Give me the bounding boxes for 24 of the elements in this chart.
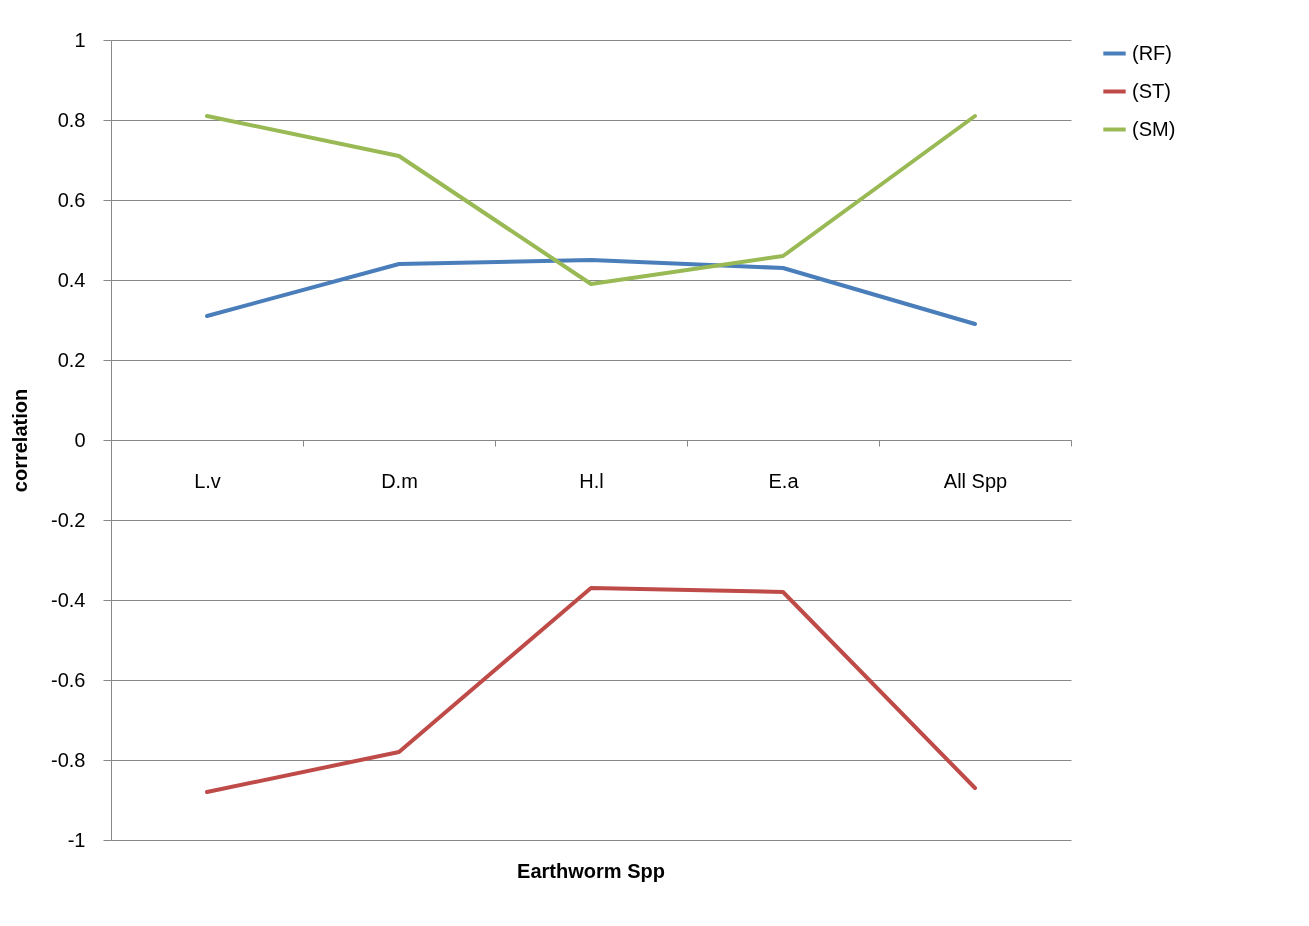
x-tick-label: L.v xyxy=(194,469,221,492)
x-tick-label: D.m xyxy=(381,469,418,492)
x-tick-label: All Spp xyxy=(943,469,1008,492)
legend-label: (RF) xyxy=(1132,41,1172,64)
y-tick-label: 0.2 xyxy=(57,348,86,371)
line-series xyxy=(205,114,977,286)
y-tick-label: 1 xyxy=(74,28,86,51)
y-tick-label: 0.8 xyxy=(57,108,86,131)
y-tick-label: 0 xyxy=(74,428,86,451)
y-tick-label: -1 xyxy=(67,828,86,851)
line-series xyxy=(205,586,977,794)
y-tick-label: -0.2 xyxy=(51,508,86,531)
x-axis-title: Earthworm Spp xyxy=(517,860,665,882)
y-tick-label: -0.4 xyxy=(51,588,86,611)
x-tick-label: H.l xyxy=(579,469,604,492)
y-axis-title: correlation xyxy=(9,388,32,493)
y-tick-label: -0.8 xyxy=(51,748,86,771)
y-tick-label: -0.6 xyxy=(51,668,86,691)
legend-label: (ST) xyxy=(1132,79,1171,102)
line-series xyxy=(205,258,977,326)
y-tick-label: 0.4 xyxy=(57,268,86,291)
y-tick-label: 0.6 xyxy=(57,188,86,211)
legend-label: (SM) xyxy=(1132,117,1176,140)
x-tick-label: E.a xyxy=(768,469,800,492)
